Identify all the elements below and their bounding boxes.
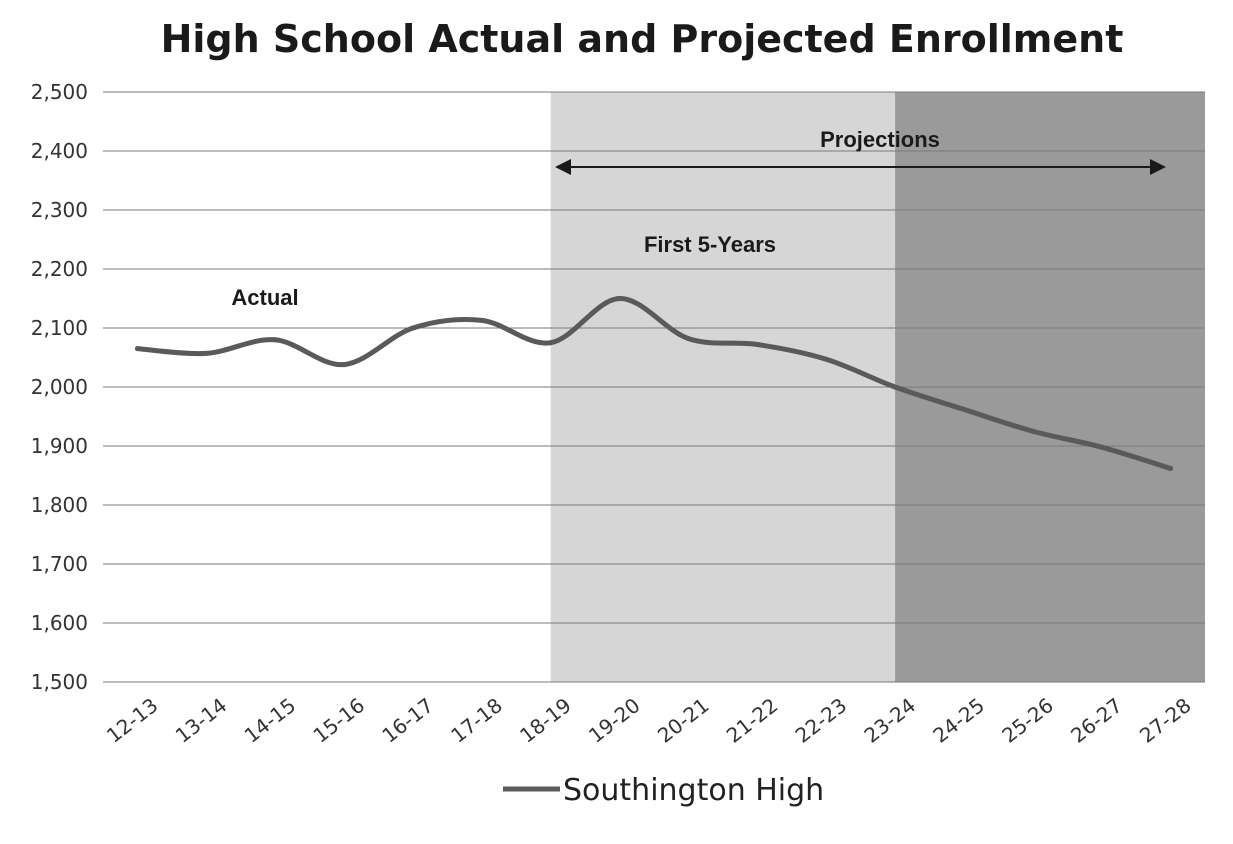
y-tick-label: 2,100: [31, 316, 88, 340]
x-tick-label: 15-16: [309, 693, 370, 748]
x-tick-label: 21-22: [722, 693, 783, 748]
actual-annotation: Actual: [231, 285, 298, 310]
chart-title: High School Actual and Projected Enrollm…: [161, 17, 1124, 61]
y-tick-label: 2,500: [31, 80, 88, 104]
data-point: [1168, 465, 1174, 471]
data-point: [1099, 444, 1105, 450]
y-tick-label: 1,500: [31, 670, 88, 694]
x-tick-label: 22-23: [791, 693, 852, 748]
y-tick-label: 2,000: [31, 375, 88, 399]
y-tick-label: 2,200: [31, 257, 88, 281]
series-line-southington-high: [134, 295, 1174, 471]
x-tick-label: 27-28: [1135, 693, 1196, 748]
x-tick-label: 20-21: [653, 693, 714, 748]
x-tick-label: 23-24: [860, 693, 921, 748]
data-point: [1030, 428, 1036, 434]
x-tick-label: 26-27: [1066, 693, 1127, 748]
data-point: [479, 317, 485, 323]
x-tick-label: 19-20: [584, 693, 645, 748]
data-point: [410, 325, 416, 331]
y-tick-label: 2,300: [31, 198, 88, 222]
legend-label: Southington High: [563, 773, 824, 808]
data-point: [961, 406, 967, 412]
data-point: [134, 346, 140, 352]
x-tick-label: 25-26: [997, 693, 1058, 748]
x-axis-ticks: 12-13 13-14 14-15 15-16 16-17 17-18 18-19 19-20…: [102, 693, 1196, 748]
series-group: [134, 295, 1174, 471]
projections-annotation: Projections: [820, 127, 940, 152]
gridlines: [103, 91, 1205, 683]
data-point: [203, 350, 209, 356]
y-tick-label: 1,700: [31, 552, 88, 576]
legend: Southington High: [503, 773, 824, 808]
data-point: [685, 336, 691, 342]
projections-arrow: [555, 159, 1166, 175]
x-tick-label: 18-19: [515, 693, 576, 748]
x-tick-label: 16-17: [377, 693, 438, 748]
y-tick-label: 2,400: [31, 139, 88, 163]
data-point: [754, 342, 760, 348]
x-tick-label: 12-13: [102, 693, 163, 748]
y-tick-label: 1,600: [31, 611, 88, 635]
x-tick-label: 14-15: [240, 693, 301, 748]
data-point: [272, 337, 278, 343]
x-tick-label: 24-25: [928, 693, 989, 748]
first-5-years-annotation: First 5-Years: [644, 232, 776, 257]
data-point: [617, 296, 623, 301]
data-point: [341, 362, 347, 368]
x-tick-label: 13-14: [171, 693, 232, 748]
data-point: [548, 340, 554, 346]
data-point: [823, 356, 829, 362]
y-tick-label: 1,900: [31, 434, 88, 458]
y-tick-label: 1,800: [31, 493, 88, 517]
x-tick-label: 17-18: [446, 693, 507, 748]
data-point: [892, 384, 898, 390]
y-axis-ticks: 2,500 2,400 2,300 2,200 2,100 2,000 1,900 1,800…: [31, 80, 88, 694]
